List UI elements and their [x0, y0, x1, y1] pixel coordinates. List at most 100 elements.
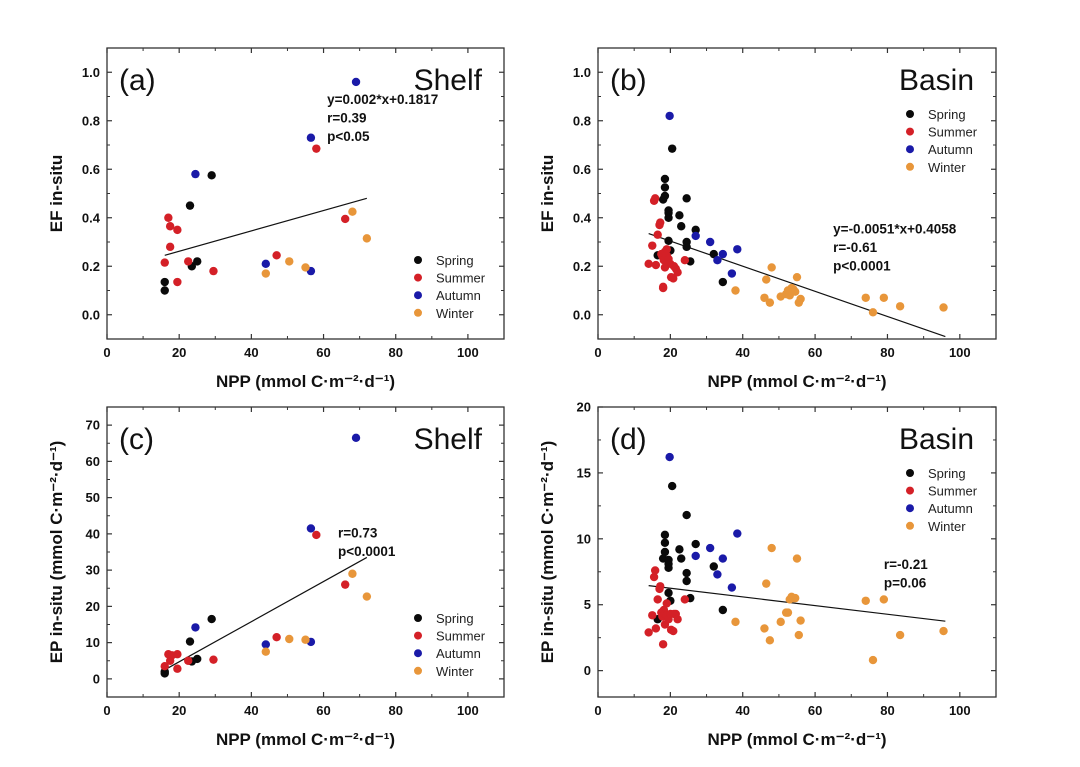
legend-label-spring: Spring [928, 466, 966, 481]
x-tick-label: 0 [103, 703, 110, 718]
legend-marker-winter [906, 162, 914, 171]
data-point-summer [662, 599, 671, 608]
legend-marker-summer [414, 631, 422, 640]
y-tick-label: 0.4 [573, 210, 592, 225]
data-point-winter [261, 647, 270, 656]
region-label: Shelf [414, 423, 483, 456]
y-tick-label: 0.4 [82, 210, 101, 225]
data-point-autumn [718, 249, 728, 259]
data-point-spring [664, 555, 673, 565]
panel-a: 0 20 40 60 80 100 0.0 0.2 0.4 0.6 0.8 1.0 NPP (mmol … [47, 47, 505, 391]
data-point-spring [664, 588, 673, 598]
panel-label: (a) [119, 64, 156, 97]
y-tick-label: 0.6 [573, 162, 591, 177]
y-tick-label: 0.8 [82, 113, 100, 128]
x-tick-label: 20 [172, 345, 186, 360]
data-point-autumn [705, 543, 715, 553]
data-point-summer [644, 628, 653, 637]
data-point-summer [651, 624, 661, 633]
legend-label-autumn: Autumn [928, 501, 973, 516]
data-point-autumn [713, 255, 722, 265]
x-tick-label: 0 [103, 345, 110, 360]
stat-annotation: y=-0.0051*x+0.4058 [833, 222, 957, 237]
data-point-winter [762, 275, 771, 284]
data-point-summer [209, 266, 218, 276]
data-point-summer [209, 655, 218, 664]
series-winter [261, 207, 372, 278]
y-tick-label: 60 [86, 454, 100, 469]
data-point-autumn [691, 551, 700, 561]
data-point-autumn [191, 169, 200, 179]
series-spring [653, 144, 728, 287]
x-tick-label: 100 [457, 345, 479, 360]
x-tick-label: 20 [663, 345, 677, 360]
series-summer [644, 194, 690, 293]
fit-line [648, 585, 946, 622]
data-point-summer [173, 225, 182, 235]
legend-marker-autumn [414, 291, 422, 300]
data-point-winter [762, 579, 771, 588]
data-point-spring [682, 510, 691, 520]
data-point-summer [160, 258, 169, 267]
data-point-winter [765, 636, 775, 645]
y-axis-title: EF in-situ [538, 155, 557, 232]
data-point-spring [185, 201, 195, 210]
data-point-winter [760, 293, 769, 302]
data-point-winter [939, 626, 948, 636]
data-point-summer [653, 230, 662, 239]
legend-marker-summer [906, 127, 914, 136]
data-point-winter [861, 596, 870, 605]
data-point-autumn [191, 623, 200, 632]
data-point-winter [767, 263, 776, 272]
data-point-autumn [713, 570, 722, 579]
data-point-summer [184, 656, 193, 665]
data-point-winter [776, 617, 785, 627]
data-point-autumn [665, 452, 674, 462]
data-point-spring [660, 530, 670, 540]
y-axis-title: EF in-situ [47, 155, 66, 232]
data-point-autumn [718, 554, 728, 563]
x-tick-label: 80 [388, 345, 402, 360]
data-point-spring [709, 562, 718, 571]
data-point-winter [790, 287, 800, 296]
data-point-winter [285, 257, 294, 266]
data-point-spring [691, 539, 700, 549]
data-point-summer [651, 260, 661, 270]
data-point-summer [165, 222, 175, 231]
series-spring [653, 481, 728, 624]
data-point-winter [348, 569, 357, 578]
data-point-spring [675, 211, 684, 220]
data-point-spring [185, 637, 195, 646]
data-point-winter [362, 592, 372, 601]
legend: Spring Summer Autumn Winter [906, 107, 978, 175]
data-point-summer [650, 566, 660, 575]
series-autumn [191, 433, 361, 649]
data-point-summer [658, 283, 668, 293]
data-point-summer [650, 194, 660, 203]
legend-marker-spring [414, 614, 422, 622]
stat-annotation: r=-0.61 [833, 240, 877, 255]
legend: Spring Summer Autumn Winter [414, 253, 486, 321]
y-axis-title: EP in-situ (mmol C·m⁻²·d⁻¹) [47, 441, 66, 664]
y-tick-label: 0.2 [573, 259, 591, 274]
data-point-summer [272, 251, 281, 260]
data-point-winter [285, 634, 294, 644]
legend-label-autumn: Autumn [928, 142, 973, 157]
data-point-winter [765, 298, 775, 307]
y-tick-label: 1.0 [82, 65, 100, 80]
y-tick-label: 0.6 [82, 162, 100, 177]
legend-label-summer: Summer [928, 125, 978, 140]
data-point-winter [783, 608, 793, 617]
data-point-spring [664, 236, 673, 245]
data-point-spring [207, 171, 216, 180]
data-point-summer [649, 572, 659, 582]
data-point-autumn [727, 269, 737, 278]
x-axis-title: NPP (mmol C·m⁻²·d⁻¹) [707, 730, 886, 749]
data-point-winter [792, 554, 802, 563]
y-axis-title: EP in-situ (mmol C·m⁻²·d⁻¹) [538, 441, 557, 664]
series-summer [160, 530, 350, 673]
legend-label-summer: Summer [436, 271, 486, 286]
data-point-spring [207, 614, 216, 624]
legend-marker-summer [906, 486, 914, 495]
